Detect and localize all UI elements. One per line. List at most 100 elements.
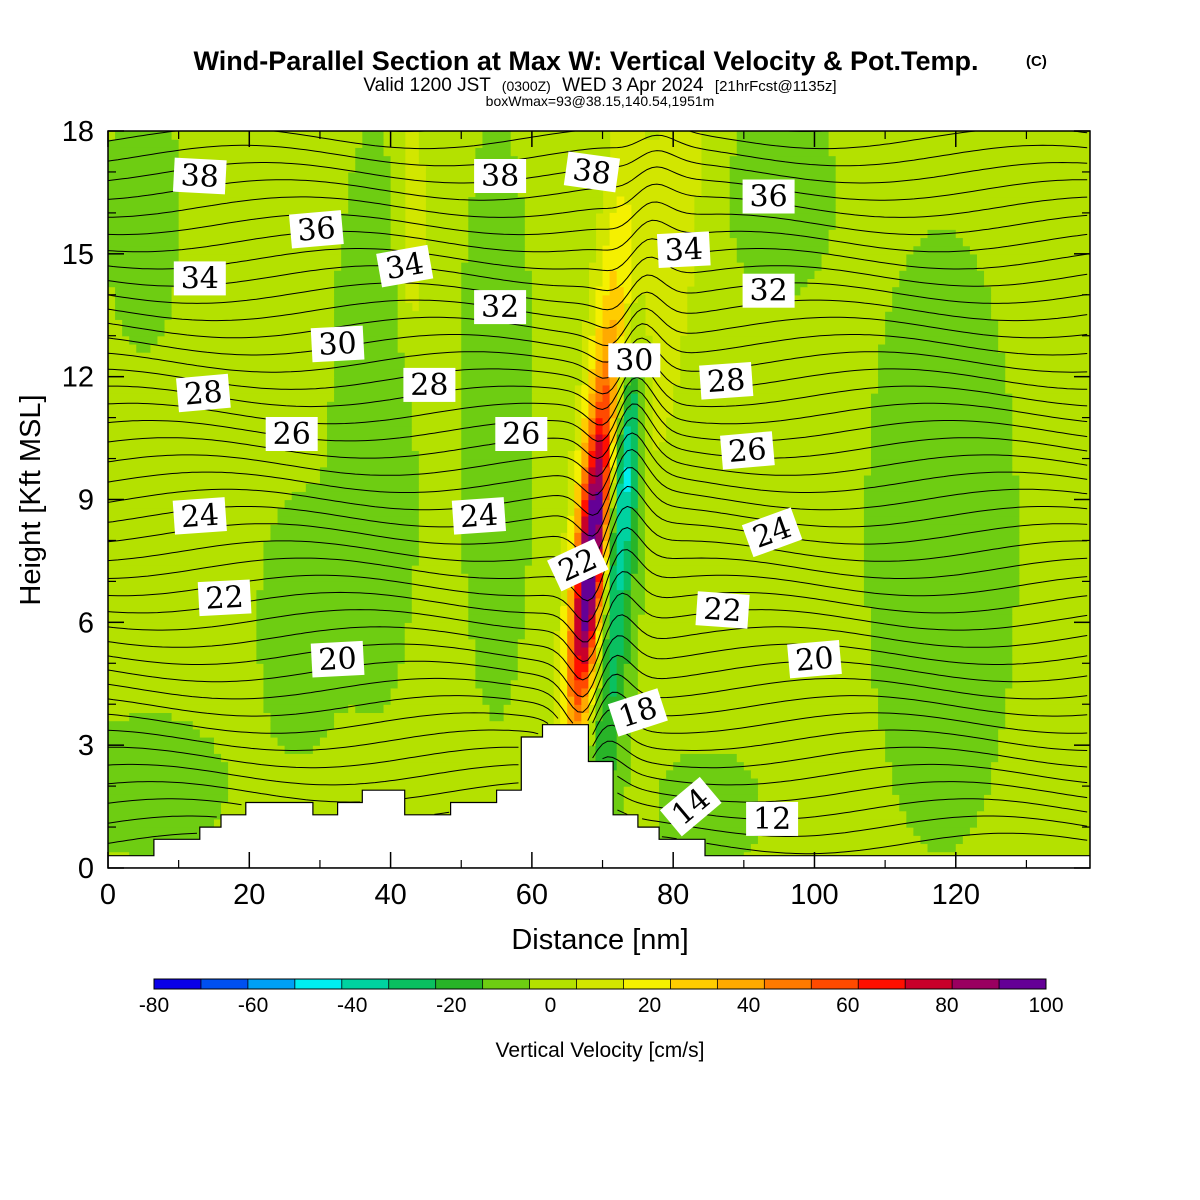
w-cell: [560, 638, 568, 648]
chart-title: Wind-Parallel Section at Max W: Vertical…: [194, 46, 979, 76]
w-cell: [531, 540, 561, 550]
w-cell: [637, 425, 646, 435]
w-cell: [1019, 548, 1090, 558]
w-cell: [630, 745, 886, 754]
contour-label: 22: [695, 591, 750, 629]
w-cell: [623, 581, 632, 591]
w-cell: [637, 393, 646, 402]
w-cell: [637, 466, 646, 476]
w-cell: [602, 597, 611, 607]
isentrope: [108, 527, 1088, 602]
w-cell: [976, 818, 1090, 828]
w-cell: [616, 319, 625, 329]
w-cell: [630, 556, 639, 566]
w-cell: [623, 548, 632, 558]
w-cell: [411, 581, 469, 591]
w-cell: [263, 704, 349, 714]
w-cell: [418, 139, 484, 148]
w-cell: [595, 294, 604, 304]
w-cell: [581, 515, 590, 525]
w-cell: [390, 155, 406, 165]
w-cell: [531, 368, 582, 378]
w-cell: [588, 450, 597, 460]
w-cell: [461, 450, 533, 460]
w-cell: [108, 270, 180, 279]
w-cell: [1019, 499, 1090, 509]
w-cell: [475, 147, 512, 157]
w-cell: [411, 409, 462, 419]
w-cell: [411, 442, 462, 451]
w-cell: [588, 524, 597, 533]
w-cell: [517, 180, 604, 189]
contour-label-box: [495, 417, 548, 451]
w-cell: [475, 646, 519, 656]
w-cell: [334, 384, 406, 394]
w-cell: [1019, 556, 1090, 566]
w-cell: [108, 352, 335, 361]
w-cell: [178, 196, 349, 206]
w-cell: [327, 450, 420, 460]
w-cell: [609, 777, 632, 787]
w-cell: [1005, 720, 1090, 730]
w-cell: [531, 319, 582, 329]
x-tick-label: 60: [516, 879, 548, 911]
w-cell: [694, 237, 738, 247]
w-cell: [574, 491, 582, 501]
w-cell: [404, 655, 476, 664]
w-cell: [334, 302, 399, 312]
w-cell: [729, 155, 837, 165]
w-cell: [319, 736, 554, 746]
w-cell: [892, 294, 992, 304]
isentrope: [108, 323, 1088, 363]
w-cell: [630, 499, 639, 509]
w-cell: [637, 483, 646, 492]
w-cell: [574, 515, 582, 525]
w-cell: [581, 532, 590, 542]
w-cell: [531, 376, 582, 386]
w-cell: [1019, 507, 1090, 517]
w-cell: [644, 417, 653, 427]
w-cell: [475, 671, 519, 681]
w-cell: [531, 270, 590, 279]
w-cell: [1019, 491, 1090, 501]
w-cell: [602, 319, 611, 329]
w-cell: [228, 769, 554, 779]
w-cell: [870, 605, 1013, 615]
w-cell: [998, 327, 1090, 337]
w-cell: [609, 507, 618, 517]
w-cell: [588, 605, 597, 615]
w-cell: [108, 573, 265, 582]
w-cell: [998, 728, 1090, 738]
w-cell: [588, 638, 597, 648]
w-cell: [835, 163, 1090, 173]
w-cell: [108, 704, 265, 714]
w-cell: [425, 253, 469, 263]
w-cell: [461, 352, 533, 361]
w-cell: [531, 417, 575, 427]
w-cell: [581, 409, 590, 419]
w-cell: [475, 679, 512, 689]
w-cell: [602, 605, 611, 615]
w-cell: [560, 671, 568, 681]
x-axis-label: Distance [nm]: [511, 924, 688, 956]
w-cell: [581, 384, 590, 394]
w-cell: [863, 474, 1020, 484]
w-cell: [630, 311, 646, 320]
isentrope: [108, 708, 1088, 735]
contour-label-box: [741, 507, 803, 558]
w-cell: [630, 753, 681, 763]
w-cell: [609, 491, 618, 501]
w-cell: [602, 696, 625, 705]
w-cell: [1012, 417, 1090, 427]
w-cell: [574, 687, 582, 697]
w-cell: [609, 646, 625, 656]
w-cell: [637, 409, 646, 419]
w-cell: [418, 458, 462, 468]
w-cell: [425, 262, 462, 271]
w-cell: [588, 728, 597, 738]
w-cell: [637, 401, 646, 411]
w-cell: [863, 483, 1020, 492]
w-cell: [637, 638, 872, 648]
w-cell: [1005, 376, 1090, 386]
w-cell: [673, 761, 745, 771]
